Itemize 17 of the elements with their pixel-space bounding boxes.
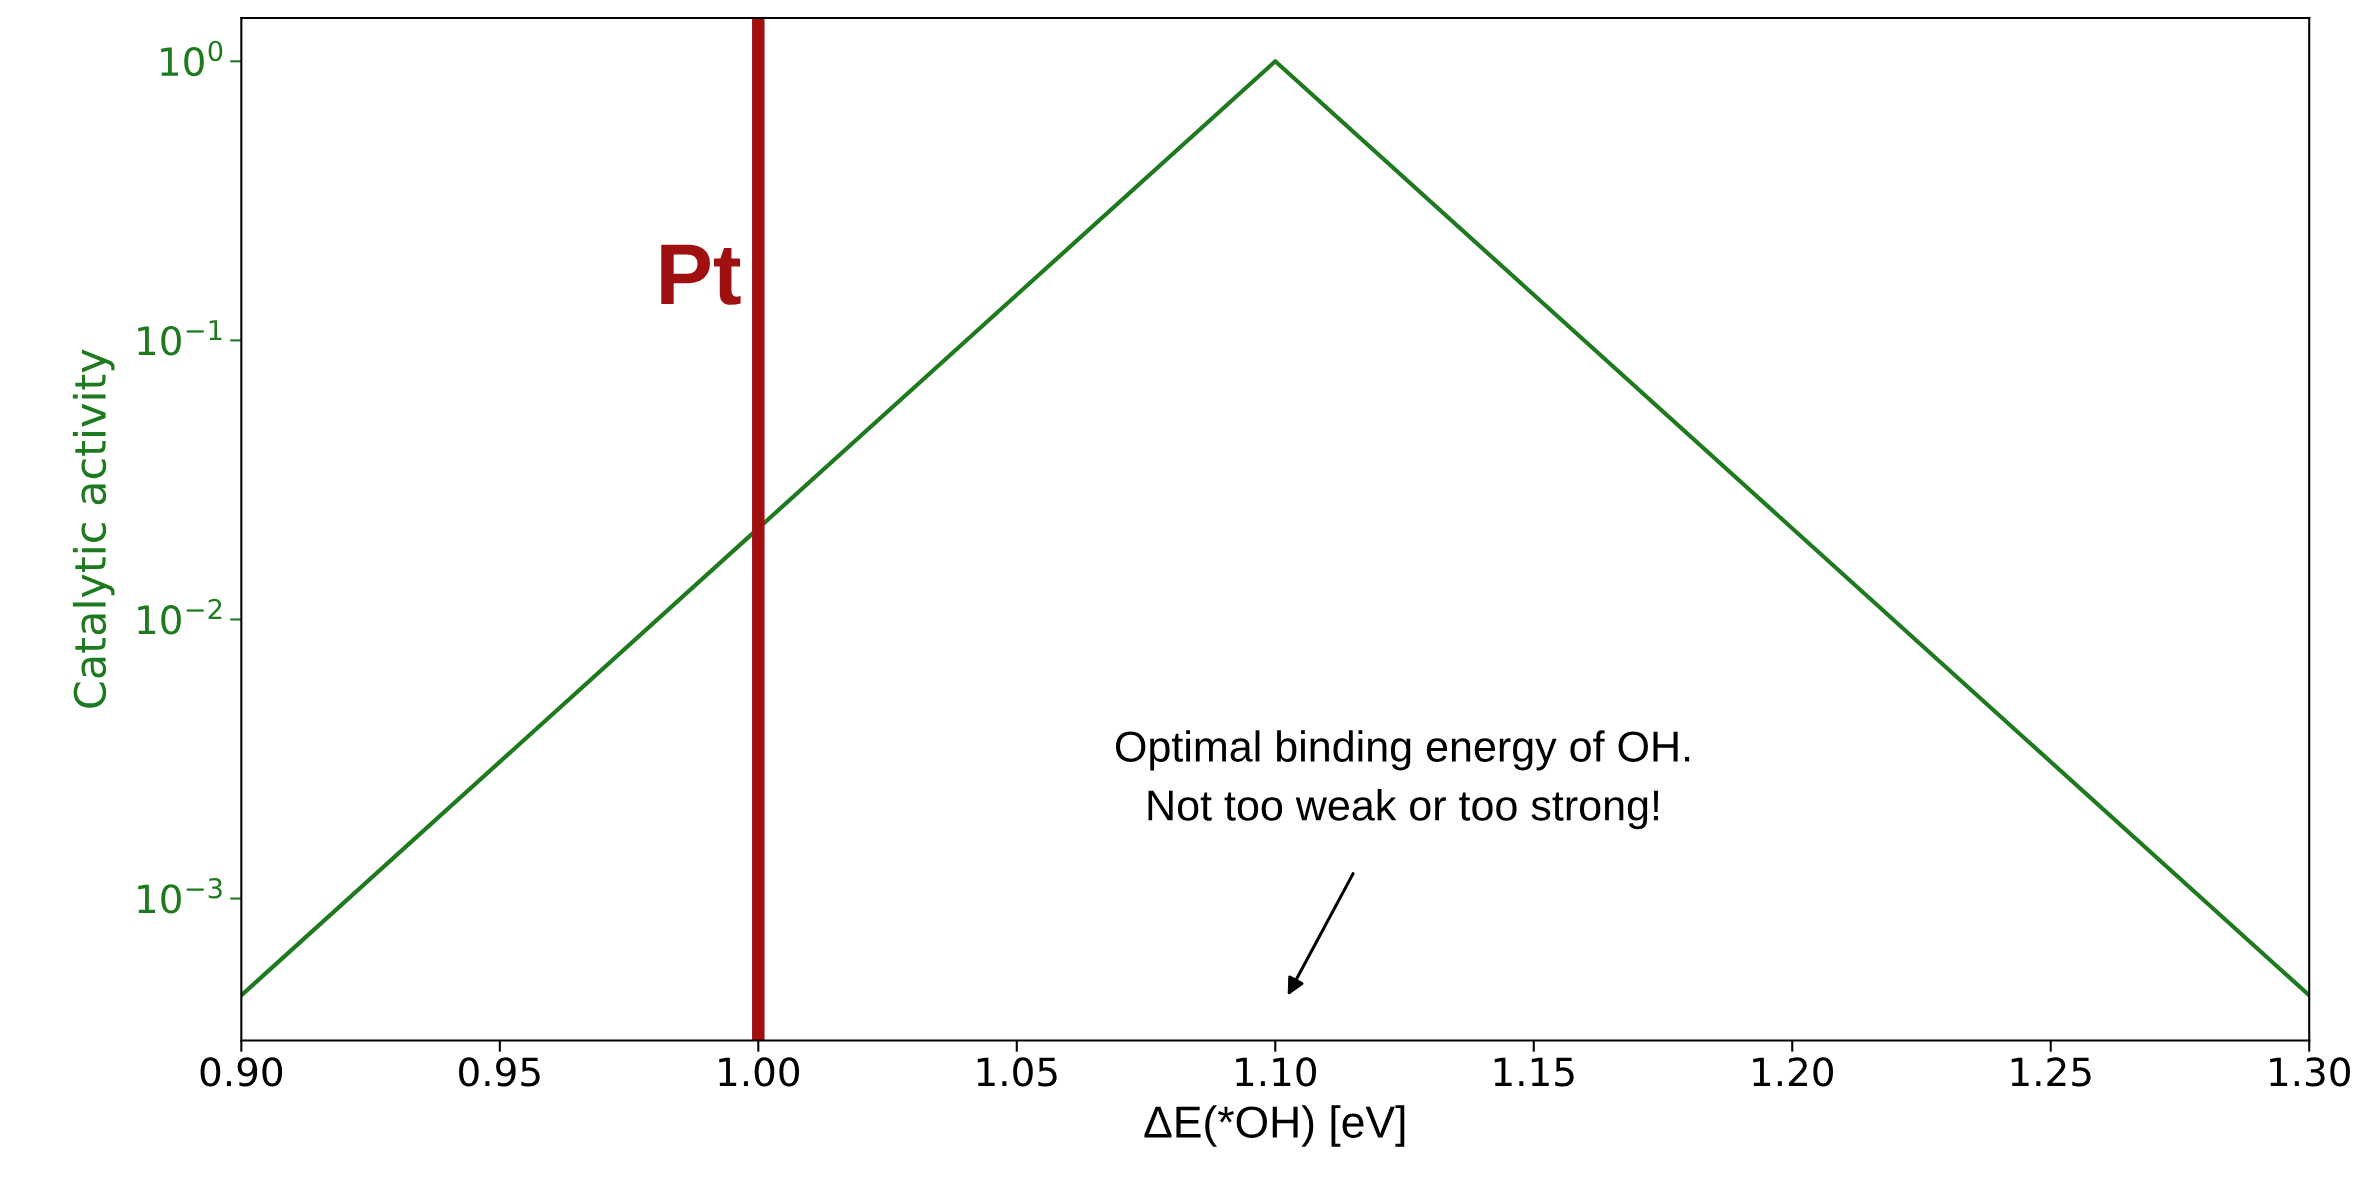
x-tick-label: 1.05 <box>977 1057 1057 1087</box>
ref-line-label: Pt <box>661 244 741 305</box>
x-tick-label: 0.95 <box>459 1057 540 1087</box>
x-tick-label: 1.20 <box>1753 1057 1833 1087</box>
x-axis-title: ΔE(*OH) [eV] <box>1144 1105 1405 1147</box>
y-tick-label: 10$^{−3}$ <box>138 877 222 914</box>
y-axis-title: Catalytic activity <box>72 349 115 708</box>
annotation: Optimal binding energy of OH. Not too weak or too strong! <box>1115 730 1690 830</box>
x-tick-label: 1.30 <box>2270 1057 2350 1087</box>
x-tick-label: 1.15 <box>1494 1057 1574 1087</box>
y-tick-label: 10$^{−1}$ <box>138 320 222 356</box>
x-tick-label: 1.00 <box>719 1057 800 1087</box>
y-tick-label: 10$^{0}$ <box>161 40 223 77</box>
x-tick-label: 1.10 <box>1236 1057 1316 1087</box>
y-tick-label: 10$^{−2}$ <box>138 598 222 635</box>
x-tick-label: 1.25 <box>2011 1057 2091 1087</box>
x-tick-label: 0.90 <box>200 1057 283 1087</box>
